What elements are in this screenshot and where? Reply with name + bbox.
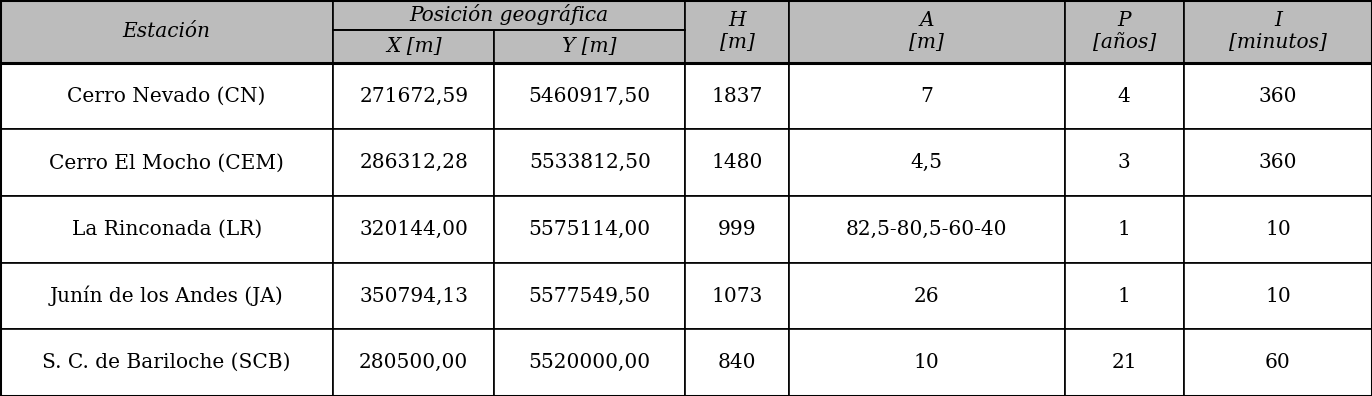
Text: 280500,00: 280500,00: [359, 353, 468, 372]
Bar: [333, 30, 494, 63]
Bar: [1065, 263, 1184, 329]
Bar: [1184, 63, 1372, 129]
Text: 286312,28: 286312,28: [359, 153, 468, 172]
Text: Cerro El Mocho (CEM): Cerro El Mocho (CEM): [49, 153, 284, 172]
Text: 1073: 1073: [711, 287, 763, 306]
Bar: [789, 0, 1065, 63]
Bar: [333, 129, 494, 196]
Bar: [685, 0, 789, 63]
Bar: [789, 196, 1065, 263]
Text: 360: 360: [1258, 153, 1297, 172]
Bar: [685, 329, 789, 396]
Text: 5575114,00: 5575114,00: [528, 220, 650, 239]
Text: 271672,59: 271672,59: [359, 87, 468, 106]
Text: Y [m]: Y [m]: [563, 37, 617, 56]
Text: Posición geográfica: Posición geográfica: [410, 4, 609, 25]
Bar: [494, 329, 685, 396]
Text: 999: 999: [718, 220, 756, 239]
Text: 5520000,00: 5520000,00: [528, 353, 650, 372]
Bar: [333, 329, 494, 396]
Text: I
[minutos]: I [minutos]: [1229, 11, 1327, 52]
Text: 1: 1: [1118, 287, 1131, 306]
Text: 320144,00: 320144,00: [359, 220, 468, 239]
Text: 5533812,50: 5533812,50: [528, 153, 650, 172]
Text: 4: 4: [1118, 87, 1131, 106]
Text: 1480: 1480: [711, 153, 763, 172]
Text: 10: 10: [1265, 220, 1291, 239]
Text: Junín de los Andes (JA): Junín de los Andes (JA): [49, 286, 284, 307]
Bar: [333, 196, 494, 263]
Bar: [494, 263, 685, 329]
Bar: [494, 30, 685, 63]
Bar: [0, 329, 333, 396]
Bar: [494, 63, 685, 129]
Bar: [0, 263, 333, 329]
Text: 3: 3: [1118, 153, 1131, 172]
Text: 1: 1: [1118, 220, 1131, 239]
Bar: [789, 329, 1065, 396]
Text: P
[años]: P [años]: [1092, 11, 1155, 52]
Text: 350794,13: 350794,13: [359, 287, 468, 306]
Bar: [333, 263, 494, 329]
Bar: [333, 63, 494, 129]
Bar: [1184, 263, 1372, 329]
Bar: [0, 63, 333, 129]
Text: 10: 10: [914, 353, 940, 372]
Bar: [1184, 129, 1372, 196]
Bar: [333, 0, 685, 30]
Bar: [0, 0, 333, 63]
Bar: [789, 129, 1065, 196]
Bar: [494, 129, 685, 196]
Text: 82,5-80,5-60-40: 82,5-80,5-60-40: [847, 220, 1007, 239]
Bar: [685, 129, 789, 196]
Bar: [789, 63, 1065, 129]
Bar: [1184, 0, 1372, 63]
Bar: [1065, 0, 1184, 63]
Text: S. C. de Bariloche (SCB): S. C. de Bariloche (SCB): [43, 353, 291, 372]
Text: 26: 26: [914, 287, 940, 306]
Bar: [1184, 196, 1372, 263]
Text: Estación: Estación: [122, 22, 211, 41]
Text: 5460917,50: 5460917,50: [528, 87, 650, 106]
Bar: [1065, 196, 1184, 263]
Bar: [494, 196, 685, 263]
Text: 4,5: 4,5: [911, 153, 943, 172]
Bar: [1065, 329, 1184, 396]
Bar: [1065, 129, 1184, 196]
Text: Cerro Nevado (CN): Cerro Nevado (CN): [67, 87, 266, 106]
Bar: [0, 196, 333, 263]
Bar: [789, 263, 1065, 329]
Bar: [685, 63, 789, 129]
Text: 360: 360: [1258, 87, 1297, 106]
Bar: [0, 129, 333, 196]
Text: 840: 840: [718, 353, 756, 372]
Text: H
[m]: H [m]: [719, 11, 755, 52]
Bar: [1184, 329, 1372, 396]
Text: 21: 21: [1111, 353, 1137, 372]
Text: 7: 7: [921, 87, 933, 106]
Text: La Rinconada (LR): La Rinconada (LR): [71, 220, 262, 239]
Text: A
[m]: A [m]: [910, 11, 944, 52]
Bar: [685, 263, 789, 329]
Text: 5577549,50: 5577549,50: [528, 287, 650, 306]
Bar: [1065, 63, 1184, 129]
Text: 60: 60: [1265, 353, 1291, 372]
Bar: [685, 196, 789, 263]
Text: X [m]: X [m]: [386, 37, 442, 56]
Text: 1837: 1837: [711, 87, 763, 106]
Text: 10: 10: [1265, 287, 1291, 306]
